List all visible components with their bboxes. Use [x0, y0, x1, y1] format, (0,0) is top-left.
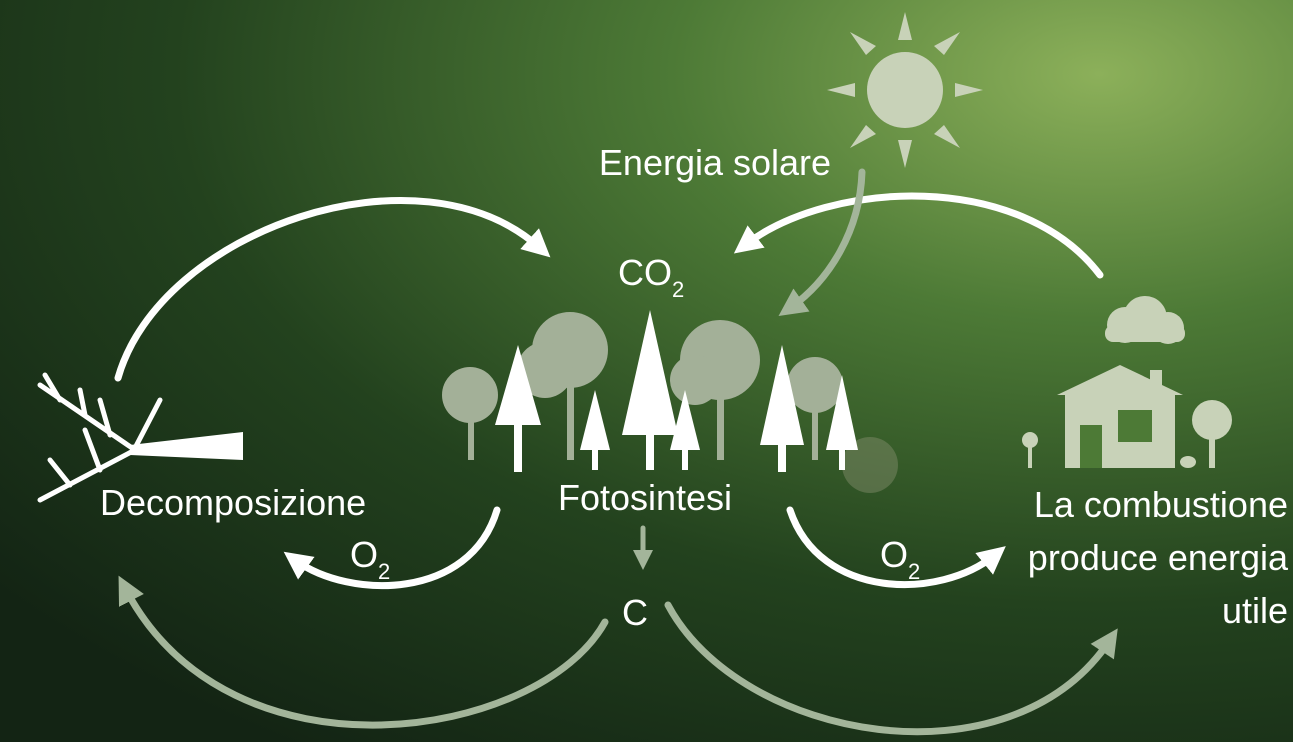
label-solar-energy: Energia solare [599, 142, 831, 183]
label-co2-sub: 2 [672, 277, 684, 302]
page: Energia solare CO2 Decomposizione Fotosi… [0, 0, 1293, 742]
label-combustion-line: La combustione [1034, 484, 1288, 525]
label-photosynthesis: Fotosintesi [558, 477, 732, 518]
diagram: Energia solare CO2 Decomposizione Fotosi… [0, 0, 1293, 742]
label-o2-left-text: O [350, 534, 378, 575]
label-combustion-line: utile [1222, 590, 1288, 631]
label-decomposition: Decomposizione [100, 482, 366, 523]
label-o2-left-sub: 2 [378, 559, 390, 584]
label-o2-right-sub: 2 [908, 559, 920, 584]
label-carbon: C [622, 592, 648, 633]
label-co2-text: CO [618, 252, 672, 293]
label-combustion-line: produce energia [1028, 537, 1289, 578]
label-o2-right-text: O [880, 534, 908, 575]
